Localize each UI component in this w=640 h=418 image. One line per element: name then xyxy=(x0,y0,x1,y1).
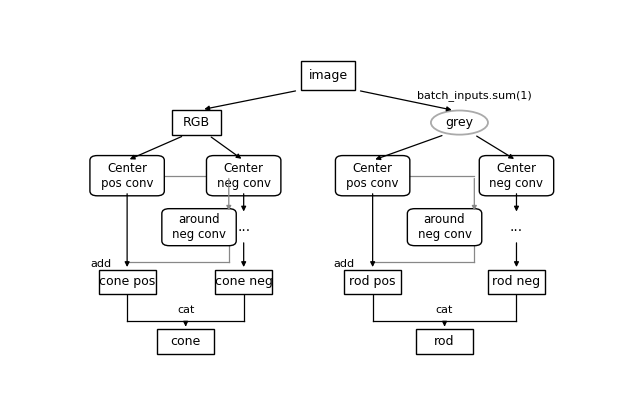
Text: Center
neg conv: Center neg conv xyxy=(217,162,271,190)
Text: ...: ... xyxy=(510,220,523,234)
Text: ...: ... xyxy=(237,220,250,234)
Text: cat: cat xyxy=(436,305,453,315)
Text: cat: cat xyxy=(177,305,195,315)
Text: cone: cone xyxy=(170,335,201,348)
FancyBboxPatch shape xyxy=(301,61,355,90)
Text: image: image xyxy=(308,69,348,82)
Text: rod neg: rod neg xyxy=(492,275,541,288)
FancyBboxPatch shape xyxy=(408,209,482,246)
Text: Center
neg conv: Center neg conv xyxy=(490,162,543,190)
FancyBboxPatch shape xyxy=(162,209,236,246)
Text: RGB: RGB xyxy=(183,116,210,129)
Text: add: add xyxy=(90,259,111,269)
Text: around
neg conv: around neg conv xyxy=(417,213,472,241)
Text: cone pos: cone pos xyxy=(99,275,156,288)
Text: Center
pos conv: Center pos conv xyxy=(101,162,154,190)
FancyBboxPatch shape xyxy=(157,329,214,354)
Text: batch_inputs.sum(1): batch_inputs.sum(1) xyxy=(417,90,532,101)
FancyBboxPatch shape xyxy=(90,155,164,196)
FancyBboxPatch shape xyxy=(344,270,401,294)
FancyBboxPatch shape xyxy=(172,110,221,135)
FancyBboxPatch shape xyxy=(99,270,156,294)
FancyBboxPatch shape xyxy=(488,270,545,294)
Text: Center
pos conv: Center pos conv xyxy=(346,162,399,190)
FancyBboxPatch shape xyxy=(416,329,473,354)
Text: grey: grey xyxy=(445,116,474,129)
Ellipse shape xyxy=(431,110,488,135)
Text: around
neg conv: around neg conv xyxy=(172,213,226,241)
FancyBboxPatch shape xyxy=(479,155,554,196)
FancyBboxPatch shape xyxy=(335,155,410,196)
FancyBboxPatch shape xyxy=(215,270,272,294)
Text: rod pos: rod pos xyxy=(349,275,396,288)
Text: rod: rod xyxy=(435,335,455,348)
Text: add: add xyxy=(333,259,354,269)
FancyBboxPatch shape xyxy=(207,155,281,196)
Text: cone neg: cone neg xyxy=(215,275,273,288)
